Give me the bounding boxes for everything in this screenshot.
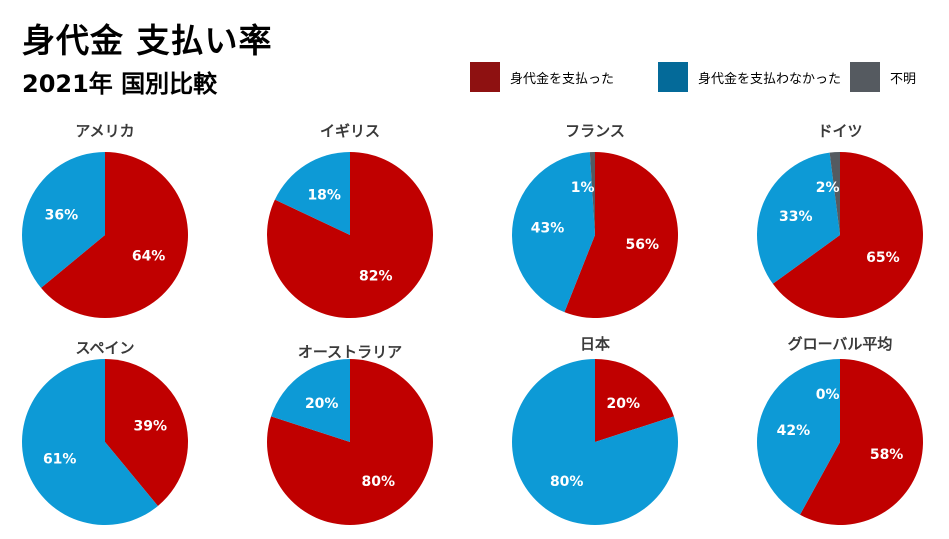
pie-title: ドイツ [817,122,862,140]
pie-slice-paid [266,359,433,526]
pie-slice-label: 58% [870,447,904,463]
pie-chart: アメリカ 64% 36% [21,122,188,318]
pie-slice-label: 33% [779,209,813,225]
pie-slice-label: 56% [626,237,660,253]
pie-slice-not-paid [756,152,840,284]
pie-title: オーストラリア [298,343,402,361]
pie-title: フランス [565,122,625,140]
pie-title: アメリカ [75,122,134,140]
pie-title: 日本 [580,335,610,353]
page-subtitle: 2021年 国別比較 [22,70,218,98]
pie-slice-label: 80% [362,474,396,490]
pie-chart: ドイツ 65% 33%2% [756,122,923,318]
pie-slice-paid [41,152,188,318]
legend-item-not-paid: 身代金を支払わなかった [658,62,841,92]
pie-slice-unknown [589,151,595,235]
pie-slice-not-paid [274,152,350,235]
pie-slice-label: 20% [607,396,641,412]
page-title: 身代金 支払い率 [22,21,273,60]
pie-slice-paid [105,359,189,506]
pie-slice-paid [772,152,923,318]
legend-label-paid: 身代金を支払った [510,71,615,87]
pie-slice-paid [564,152,679,319]
pie-slice-label: 61% [43,451,77,467]
legend-item-unknown: 不明 [850,62,916,92]
pie-slice-unknown [829,152,840,235]
pie-slice-label: 0% [816,387,840,403]
legend-item-paid: 身代金を支払った [470,62,614,92]
pie-slice-label: 39% [134,419,168,435]
pie-chart: 日本 20% 80% [512,335,679,526]
legend: 身代金を支払った 身代金を支払わなかった 不明 [470,62,940,94]
legend-label-unknown: 不明 [890,71,917,87]
pie-title: スペイン [76,339,135,357]
pie-title: グローバル平均 [788,335,893,353]
pie-slice-label: 65% [866,250,900,266]
legend-label-not-paid: 身代金を支払わなかった [698,71,842,87]
pie-chart: フランス 56% 43% 1% [511,122,679,319]
pie-slice-paid [595,359,674,442]
pie-slice-label: 43% [531,221,565,237]
pie-chart: オーストラリア 80% 20% [266,343,433,526]
pie-slice-not-paid [21,152,106,288]
pie-slice-paid [267,152,434,318]
pie-slice-label: 82% [359,269,393,285]
pie-slice-paid [800,359,924,525]
pie-slice-label: 64% [132,249,166,265]
pie-slice-not-paid [511,152,595,313]
pie-slice-label: 18% [307,187,341,203]
pie-slice-not-paid [271,358,350,442]
legend-swatch-unknown [850,62,880,92]
pie-slice-label: 80% [550,474,584,490]
pie-slice-label: 20% [305,396,339,412]
pie-chart: イギリス 82% 18% [267,122,434,318]
pie-slice-label: 1% [571,180,595,196]
pie-slice-not-paid [757,359,840,515]
legend-swatch-not-paid [658,62,688,92]
legend-swatch-paid [470,62,500,92]
pie-title: イギリス [320,122,380,140]
pie-slice-not-paid [22,359,158,525]
pie-slice-label: 42% [777,423,811,439]
pie-chart: スペイン 39% 61% [22,339,189,525]
pie-slice-label: 36% [45,208,79,224]
pie-slice-label: 2% [816,180,840,196]
pie-chart: グローバル平均 58% 42% 0% [757,335,924,525]
pie-slice-not-paid [512,359,679,526]
